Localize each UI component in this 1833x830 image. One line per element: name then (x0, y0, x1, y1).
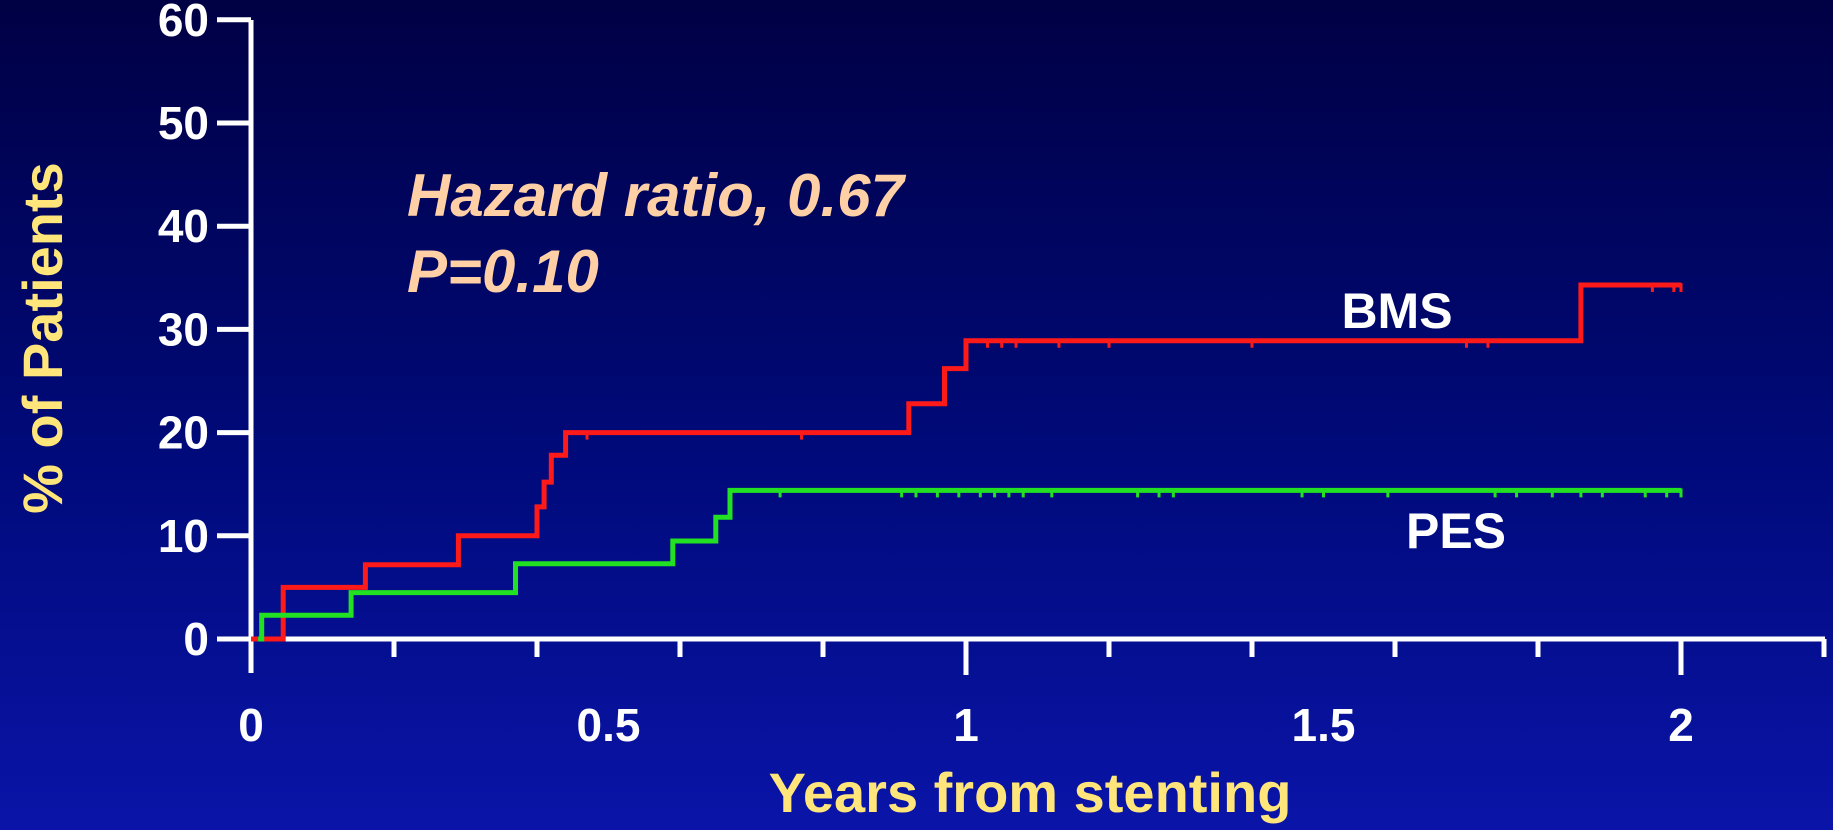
hazard-ratio-annotation: Hazard ratio, 0.67 (407, 162, 907, 229)
x-tick-label: 1.5 (1292, 699, 1356, 751)
x-axis-title: Years from stenting (769, 761, 1292, 824)
p-value-annotation: P=0.10 (407, 238, 599, 305)
series-line-pes (258, 487, 1681, 642)
y-tick-label: 20 (158, 407, 209, 459)
y-tick-label: 0 (183, 613, 209, 665)
x-tick-label: 1 (953, 699, 979, 751)
x-tick-label: 0 (238, 699, 264, 751)
series-layer (251, 282, 1683, 642)
y-tick-label: 60 (158, 0, 209, 46)
y-tick-label: 40 (158, 200, 209, 252)
y-tick-label: 10 (158, 510, 209, 562)
x-tick-label: 0.5 (577, 699, 641, 751)
series-line-bms (251, 282, 1681, 642)
y-tick-label: 50 (158, 97, 209, 149)
series-label-pes: PES (1406, 503, 1506, 559)
x-tick-label: 2 (1668, 699, 1694, 751)
y-axis-title: % of Patients (11, 162, 74, 514)
series-label-bms: BMS (1341, 283, 1452, 339)
y-tick-label: 30 (158, 303, 209, 355)
axes: 0 10 20 30 40 50 60 0 0.5 1 1.5 2 (158, 0, 1827, 751)
